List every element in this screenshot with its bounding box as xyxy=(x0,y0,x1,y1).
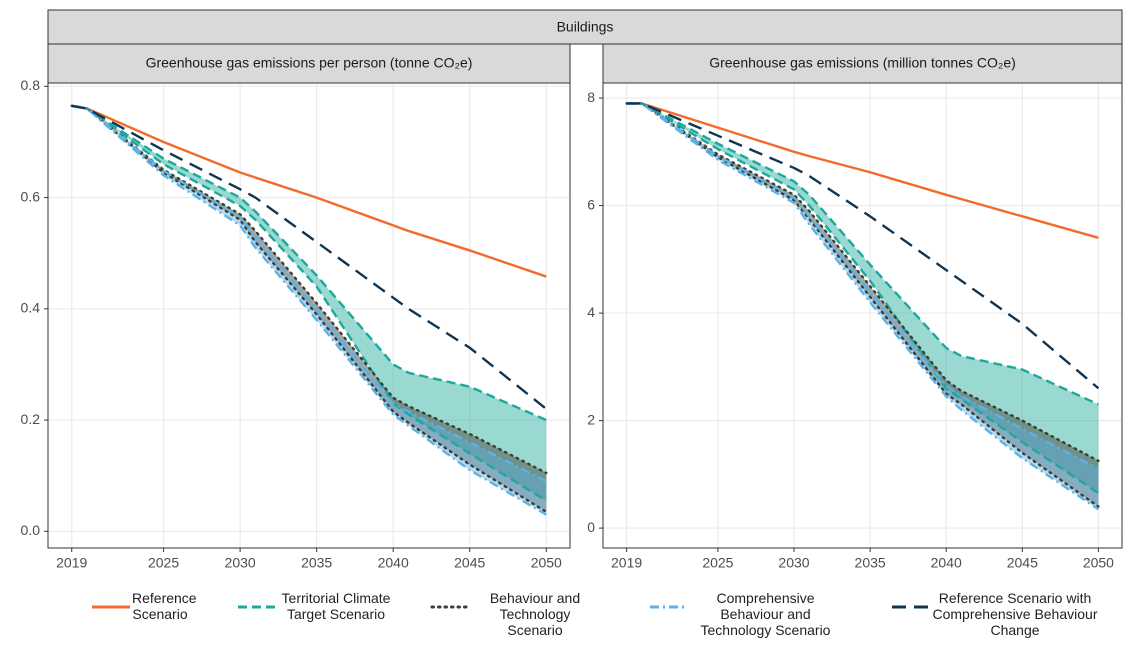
x-tick-label: 2045 xyxy=(454,555,485,571)
legend-item: Reference Scenario xyxy=(90,590,197,624)
y-tick-label: 0.0 xyxy=(21,522,41,538)
legend-label: Reference Scenario with Comprehensive Be… xyxy=(932,590,1098,638)
ribbon xyxy=(71,105,547,512)
y-tick-label: 0.6 xyxy=(21,188,41,204)
legend-key xyxy=(892,605,930,609)
x-tick-label: 2025 xyxy=(148,555,179,571)
legend-item: Reference Scenario with Comprehensive Be… xyxy=(890,590,1098,638)
x-tick-label: 2030 xyxy=(225,555,256,571)
series-line xyxy=(626,102,1100,390)
x-tick-label: 2050 xyxy=(531,555,562,571)
series-line xyxy=(71,104,547,278)
series-line xyxy=(626,102,1100,511)
series-line xyxy=(71,104,547,516)
y-tick-label: 6 xyxy=(587,196,595,212)
series-line xyxy=(626,102,1100,495)
panel-background xyxy=(603,83,1122,548)
ribbon xyxy=(626,103,1099,494)
x-tick-label: 2019 xyxy=(611,555,642,571)
legend-label: Territorial Climate Target Scenario xyxy=(281,590,391,622)
y-tick-label: 0.8 xyxy=(21,77,41,93)
chart: Buildings Greenhouse gas emissions per p… xyxy=(21,9,1123,571)
strip-background xyxy=(47,9,1123,45)
series-line xyxy=(626,102,1099,471)
panel-title: Greenhouse gas emissions per person (ton… xyxy=(146,55,473,71)
y-tick-label: 0 xyxy=(587,519,595,535)
legend-label: Behaviour and Technology Scenario xyxy=(489,590,581,638)
legend-label: Comprehensive Behaviour and Technology S… xyxy=(700,590,831,638)
legend-key xyxy=(650,605,688,609)
y-tick-label: 0.2 xyxy=(21,411,41,427)
y-tick-label: 4 xyxy=(587,304,595,320)
series-line xyxy=(71,104,547,502)
legend-key xyxy=(92,605,130,609)
legend-item: Comprehensive Behaviour and Technology S… xyxy=(648,590,841,638)
series-line xyxy=(71,104,547,422)
legend-label: Reference Scenario xyxy=(132,590,197,622)
legend-key xyxy=(430,605,472,609)
panel-background xyxy=(48,83,570,548)
x-tick-label: 2035 xyxy=(855,555,886,571)
series-line xyxy=(626,102,1099,406)
panel-strip xyxy=(47,43,571,84)
x-tick-label: 2035 xyxy=(301,555,332,571)
ribbon xyxy=(71,105,547,501)
x-tick-label: 2030 xyxy=(778,555,809,571)
series-line xyxy=(626,102,1099,239)
y-tick-label: 8 xyxy=(587,89,595,105)
x-tick-label: 2019 xyxy=(56,555,87,571)
y-tick-label: 0.4 xyxy=(21,300,41,316)
panel-border xyxy=(47,82,571,549)
panel-strip xyxy=(602,43,1123,84)
series-line xyxy=(625,102,1100,508)
series-line xyxy=(71,104,547,483)
x-tick-label: 2050 xyxy=(1083,555,1114,571)
series-line xyxy=(71,104,548,410)
strip-title: Buildings xyxy=(557,19,614,35)
y-tick-label: 2 xyxy=(587,411,595,427)
x-tick-label: 2040 xyxy=(931,555,962,571)
legend-item: Territorial Climate Target Scenario xyxy=(236,590,394,624)
panel-title: Greenhouse gas emissions (million tonnes… xyxy=(709,55,1016,71)
legend-key xyxy=(238,605,276,609)
x-tick-label: 2045 xyxy=(1007,555,1038,571)
x-tick-label: 2040 xyxy=(378,555,409,571)
legend-item: Behaviour and Technology Scenario xyxy=(430,590,598,638)
x-tick-label: 2025 xyxy=(702,555,733,571)
panel-border xyxy=(602,82,1123,549)
